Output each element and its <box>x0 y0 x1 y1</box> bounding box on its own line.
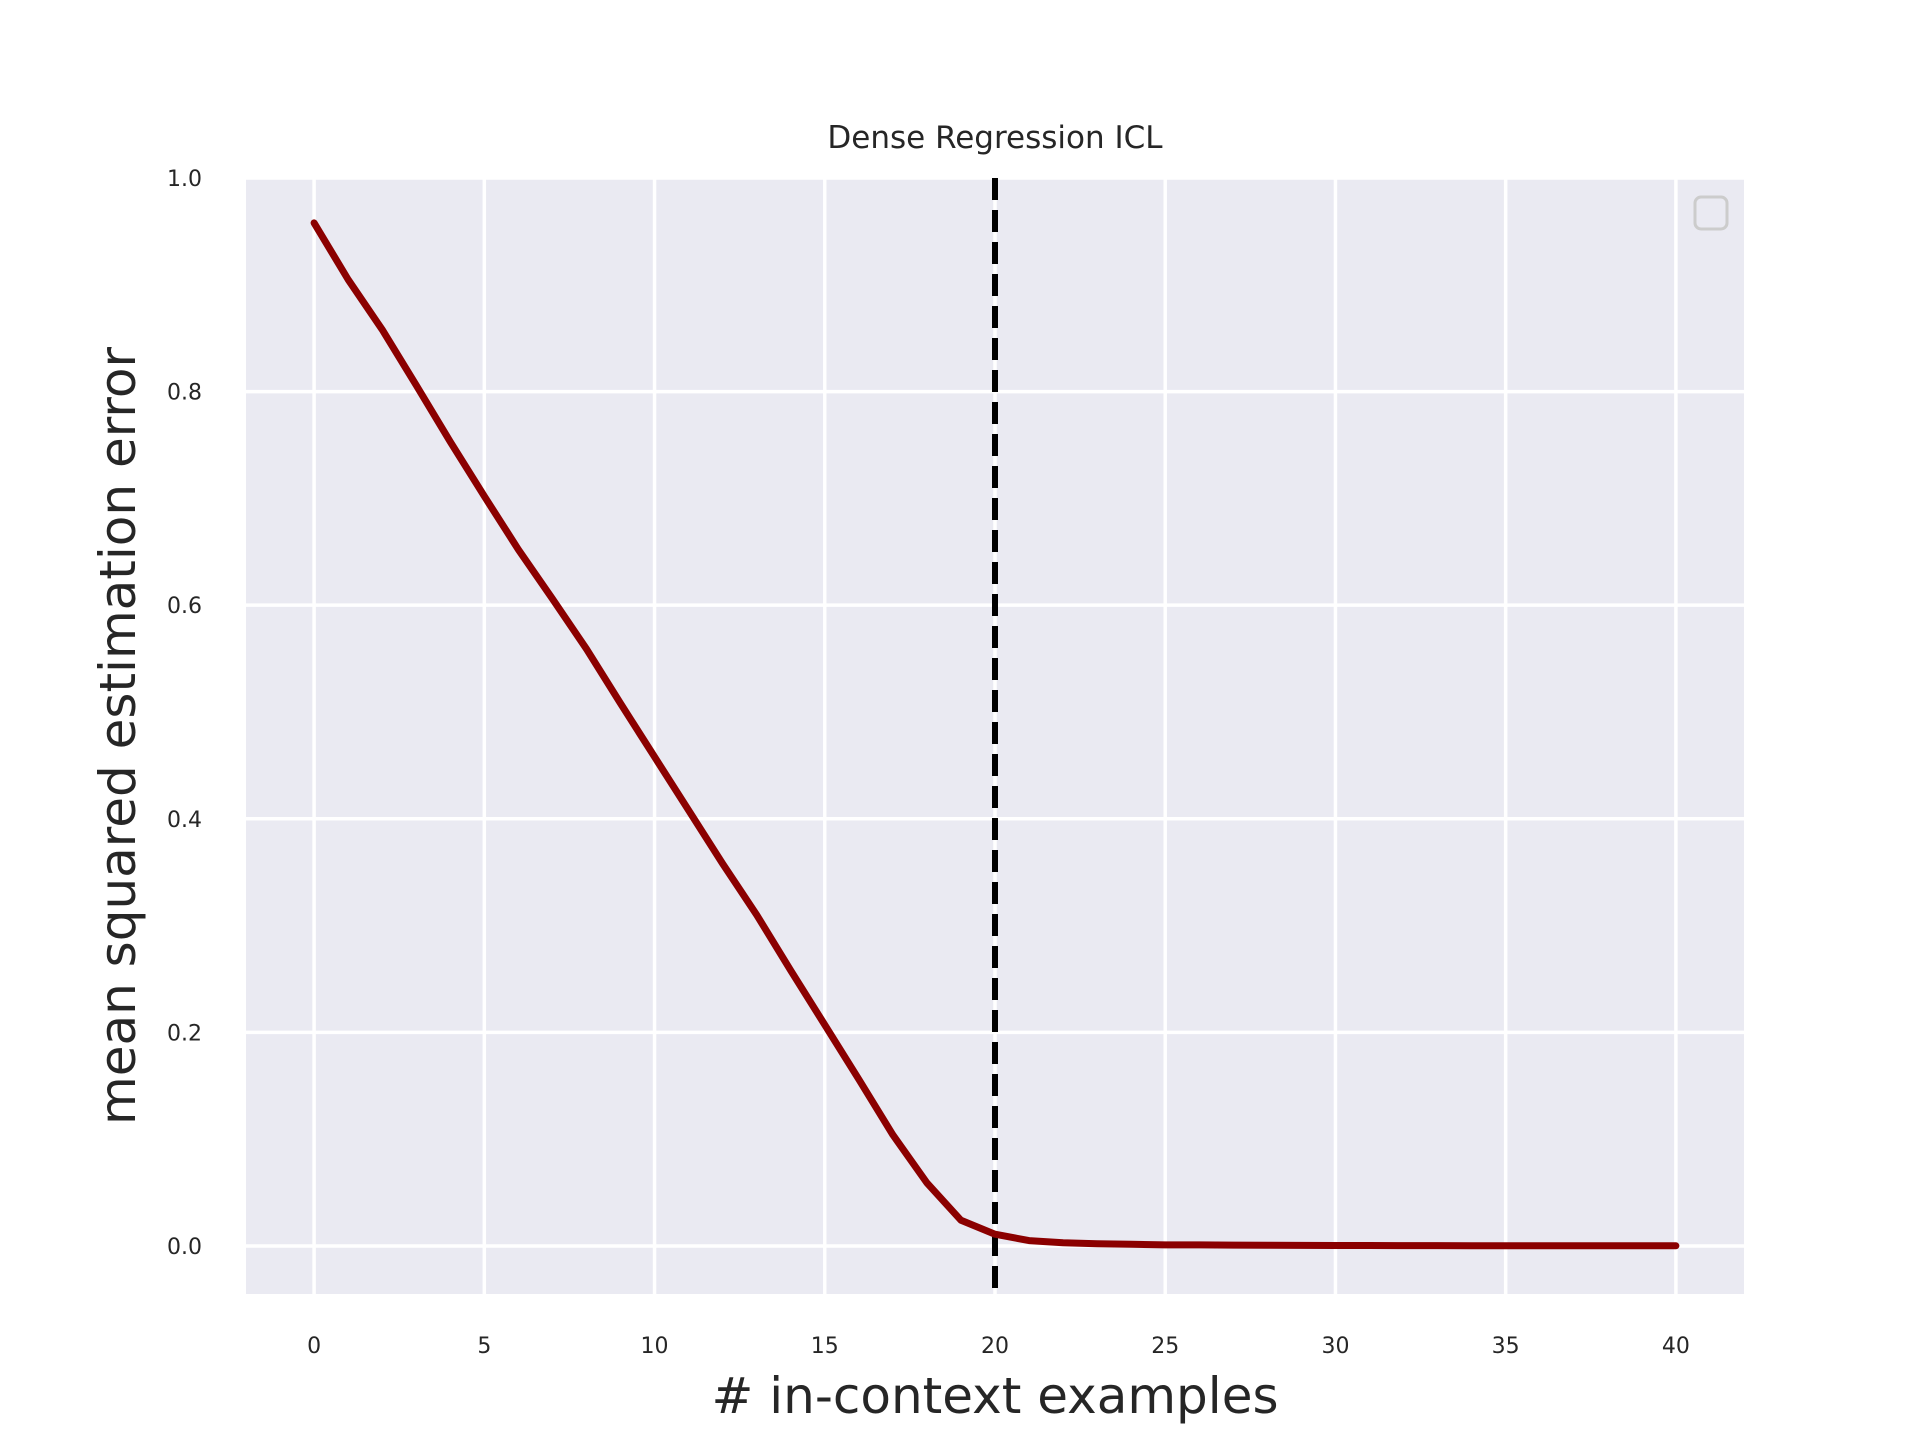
x-tick-label: 5 <box>477 1334 491 1359</box>
legend-box <box>1693 195 1729 231</box>
x-axis-label: # in-context examples <box>711 1367 1278 1425</box>
y-tick-label: 0.2 <box>167 1021 202 1046</box>
y-tick-label: 0.6 <box>167 594 202 619</box>
series-group <box>310 219 1680 1250</box>
y-tick-label: 0.4 <box>167 808 202 833</box>
y-axis-label: mean squared estimation error <box>89 347 147 1125</box>
x-tick-label: 35 <box>1492 1334 1520 1359</box>
x-tick-label: 20 <box>981 1334 1009 1359</box>
chart-title: Dense Regression ICL <box>827 120 1163 156</box>
x-tick-label: 0 <box>307 1334 321 1359</box>
y-tick-label: 1.0 <box>167 167 202 192</box>
x-tick-labels: 0 5 10 15 20 25 30 35 40 <box>307 1334 1690 1359</box>
y-tick-label: 0.8 <box>167 381 202 406</box>
x-tick-label: 40 <box>1662 1334 1690 1359</box>
x-tick-label: 25 <box>1151 1334 1179 1359</box>
series-line <box>310 219 1680 1250</box>
x-tick-label: 15 <box>811 1334 839 1359</box>
x-tick-label: 30 <box>1321 1334 1349 1359</box>
y-tick-labels: 0.0 0.2 0.4 0.6 0.8 1.0 <box>167 167 202 1260</box>
x-tick-label: 10 <box>641 1334 669 1359</box>
y-tick-label: 0.0 <box>167 1235 202 1260</box>
